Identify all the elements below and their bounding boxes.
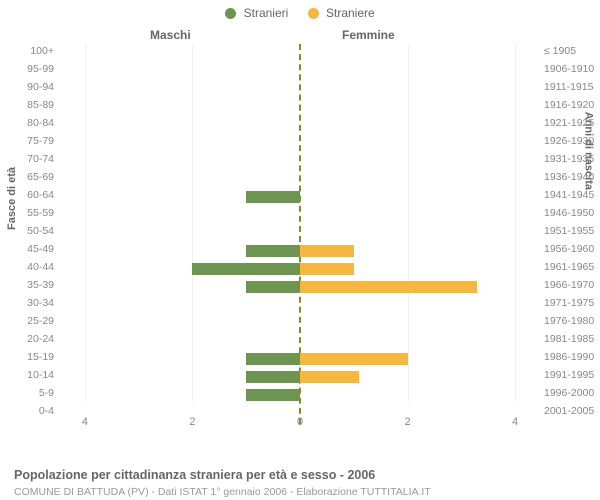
x-tick: 2 (404, 416, 410, 428)
age-label: 10-14 (2, 370, 54, 381)
birth-label: 1991-1995 (544, 370, 600, 381)
birth-label: 1971-1975 (544, 298, 600, 309)
female-header: Femmine (342, 28, 395, 42)
male-bar (246, 191, 300, 203)
birth-label: 1961-1965 (544, 262, 600, 273)
age-label: 100+ (2, 46, 54, 57)
gridline (192, 44, 193, 402)
birth-label: 1931-1935 (544, 154, 600, 165)
male-bar (246, 371, 300, 383)
birth-label: 1916-1920 (544, 100, 600, 111)
birth-label: ≤ 1905 (544, 46, 600, 57)
female-bar (300, 371, 359, 383)
age-label: 45-49 (2, 244, 54, 255)
birth-label: 1981-1985 (544, 334, 600, 345)
birth-label: 1941-1945 (544, 190, 600, 201)
age-label: 35-39 (2, 280, 54, 291)
population-pyramid-chart: Stranieri Straniere Maschi Femmine Fasce… (0, 0, 600, 500)
x-tick: 4 (512, 416, 518, 428)
legend: Stranieri Straniere (0, 6, 600, 20)
birth-label: 1956-1960 (544, 244, 600, 255)
age-label: 0-4 (2, 406, 54, 417)
birth-label: 1911-1915 (544, 82, 600, 93)
male-bar (246, 389, 300, 401)
age-label: 50-54 (2, 226, 54, 237)
age-label: 70-74 (2, 154, 54, 165)
birth-label: 1921-1925 (544, 118, 600, 129)
female-bar (300, 263, 354, 275)
legend-female-label: Straniere (326, 6, 375, 20)
plot-area: 100+≤ 190595-991906-191090-941911-191585… (58, 44, 542, 424)
birth-label: 1996-2000 (544, 388, 600, 399)
x-tick: 4 (82, 416, 88, 428)
age-label: 30-34 (2, 298, 54, 309)
x-tick: 0 (297, 416, 303, 428)
birth-label: 1936-1940 (544, 172, 600, 183)
age-label: 5-9 (2, 388, 54, 399)
male-bar (246, 353, 300, 365)
female-bar (300, 353, 408, 365)
birth-label: 1986-1990 (544, 352, 600, 363)
age-label: 20-24 (2, 334, 54, 345)
center-line (299, 44, 301, 424)
age-label: 80-84 (2, 118, 54, 129)
age-label: 95-99 (2, 64, 54, 75)
birth-label: 1951-1955 (544, 226, 600, 237)
legend-female: Straniere (308, 6, 375, 20)
birth-label: 1966-1970 (544, 280, 600, 291)
birth-label: 1946-1950 (544, 208, 600, 219)
chart-title: Popolazione per cittadinanza straniera p… (14, 468, 375, 482)
birth-label: 2001-2005 (544, 406, 600, 417)
gridline (408, 44, 409, 402)
female-bar (300, 281, 477, 293)
age-label: 60-64 (2, 190, 54, 201)
legend-male-swatch (225, 8, 236, 19)
age-label: 85-89 (2, 100, 54, 111)
birth-label: 1926-1930 (544, 136, 600, 147)
age-label: 25-29 (2, 316, 54, 327)
birth-label: 1976-1980 (544, 316, 600, 327)
age-label: 55-59 (2, 208, 54, 219)
age-label: 90-94 (2, 82, 54, 93)
legend-male-label: Stranieri (244, 6, 289, 20)
legend-female-swatch (308, 8, 319, 19)
female-bar (300, 245, 354, 257)
x-tick: 2 (189, 416, 195, 428)
age-label: 65-69 (2, 172, 54, 183)
gridline (85, 44, 86, 402)
chart-subtitle: COMUNE DI BATTUDA (PV) - Dati ISTAT 1° g… (14, 486, 431, 498)
age-label: 75-79 (2, 136, 54, 147)
male-header: Maschi (150, 28, 191, 42)
age-label: 40-44 (2, 262, 54, 273)
age-label: 15-19 (2, 352, 54, 363)
male-bar (192, 263, 300, 275)
male-bar (246, 281, 300, 293)
legend-male: Stranieri (225, 6, 288, 20)
birth-label: 1906-1910 (544, 64, 600, 75)
gridline (515, 44, 516, 402)
male-bar (246, 245, 300, 257)
